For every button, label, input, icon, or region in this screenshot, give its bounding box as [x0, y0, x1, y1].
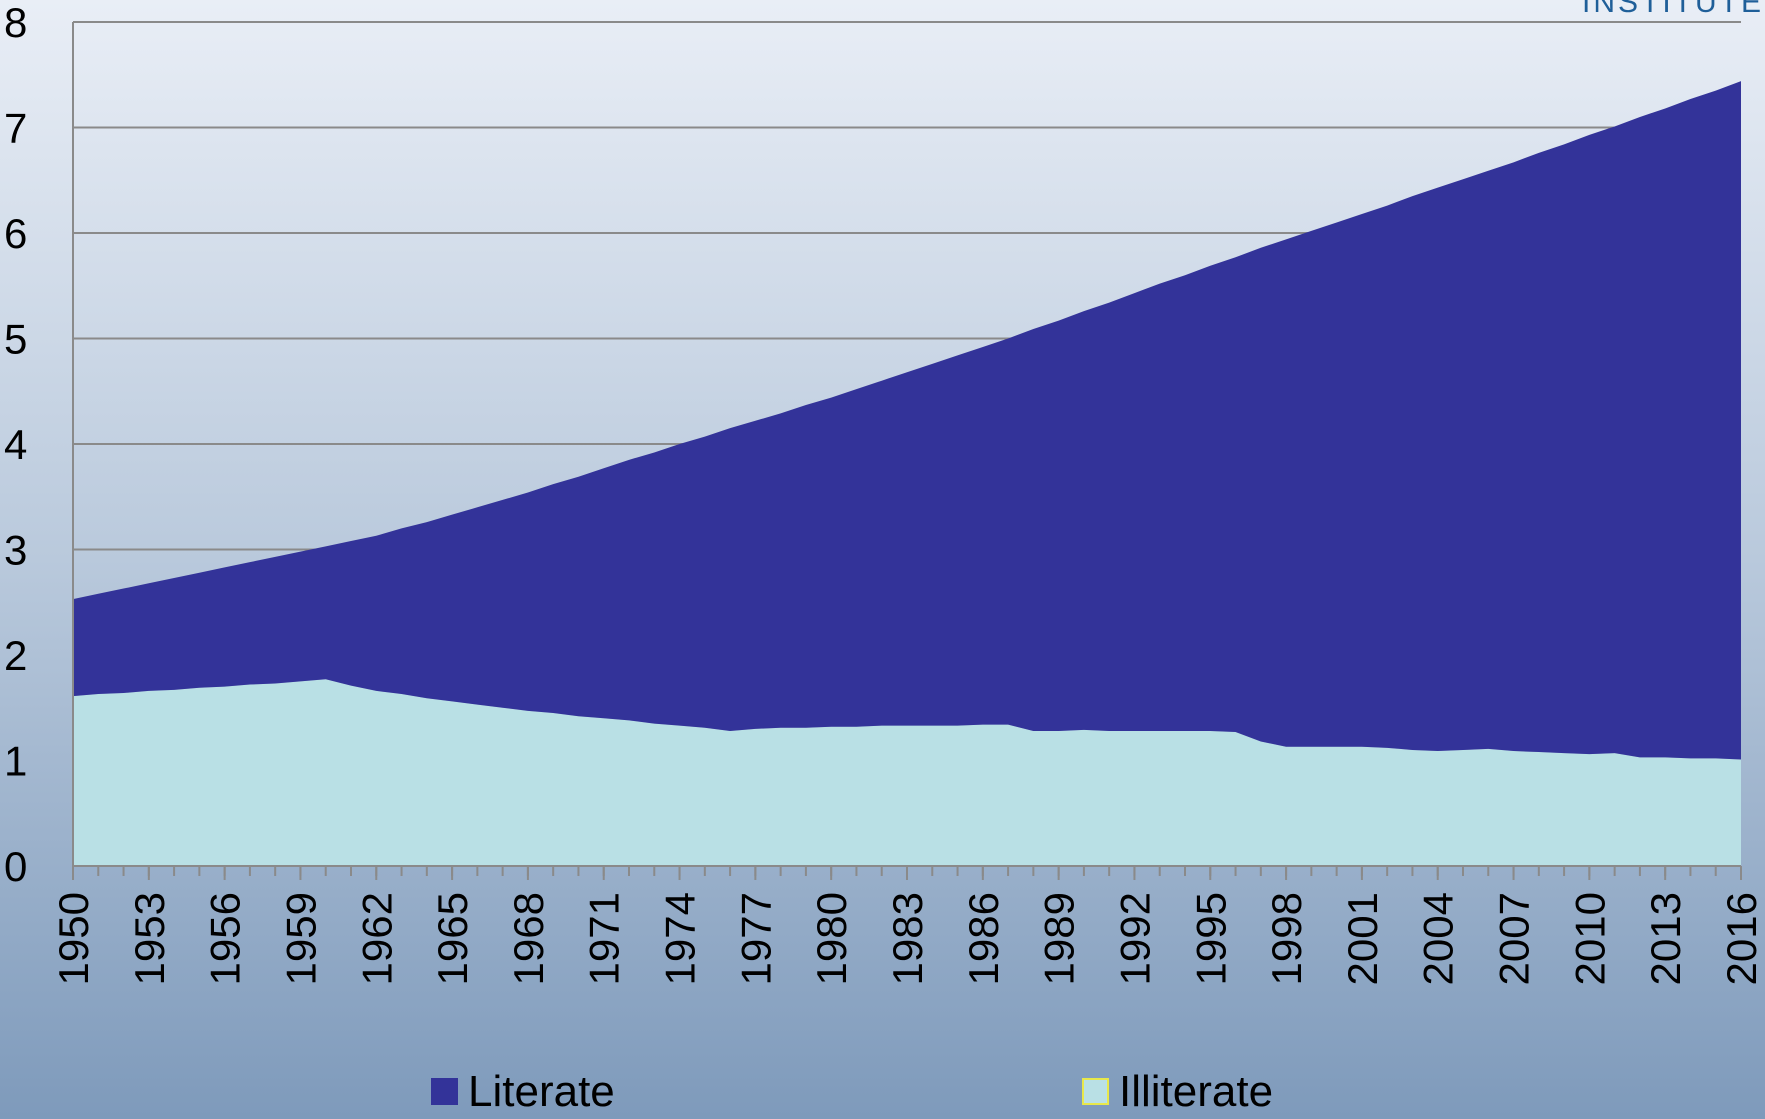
- x-tick-label: 2010: [1566, 892, 1613, 985]
- x-tick-label: 1968: [505, 892, 552, 985]
- y-tick-label: 8: [4, 0, 27, 46]
- logo: INSTITUTE: [1582, 0, 1764, 19]
- legend-label: Literate: [468, 1067, 615, 1116]
- y-tick-label: 2: [4, 632, 27, 679]
- x-tick-label: 1974: [657, 892, 704, 985]
- x-tick-label: 1971: [581, 892, 628, 985]
- x-tick-label: 1956: [202, 892, 249, 985]
- x-tick-label: 2001: [1339, 892, 1386, 985]
- x-tick-label: 1950: [50, 892, 97, 985]
- x-tick-label: 1986: [960, 892, 1007, 985]
- x-tick-label: 2013: [1642, 892, 1689, 985]
- x-tick-label: 1998: [1263, 892, 1310, 985]
- x-tick-label: 1983: [884, 892, 931, 985]
- legend-swatch: [431, 1078, 458, 1105]
- x-tick-label: 1962: [353, 892, 400, 985]
- x-tick-label: 1980: [808, 892, 855, 985]
- legend-label: Illiterate: [1119, 1067, 1273, 1116]
- x-tick-label: 2016: [1718, 892, 1765, 985]
- x-tick-label: 1965: [429, 892, 476, 985]
- y-tick-label: 5: [4, 316, 27, 363]
- x-tick-label: 1953: [126, 892, 173, 985]
- area: [73, 81, 1741, 760]
- x-tick-label: 1992: [1111, 892, 1158, 985]
- y-tick-label: 7: [4, 105, 27, 152]
- area: [73, 679, 1741, 866]
- x-tick-label: 1989: [1036, 892, 1083, 985]
- y-tick-label: 1: [4, 738, 27, 785]
- x-tick-label: 2007: [1491, 892, 1538, 985]
- y-tick-label: 6: [4, 210, 27, 257]
- x-tick-label: 2004: [1415, 892, 1462, 985]
- x-tick-label: 1977: [732, 892, 779, 985]
- x-tick-label: 1959: [277, 892, 324, 985]
- y-tick-label: 0: [4, 843, 27, 890]
- x-tick-label: 1995: [1187, 892, 1234, 985]
- y-tick-label: 4: [4, 421, 27, 468]
- legend-swatch: [1082, 1078, 1109, 1105]
- y-tick-label: 3: [4, 527, 27, 574]
